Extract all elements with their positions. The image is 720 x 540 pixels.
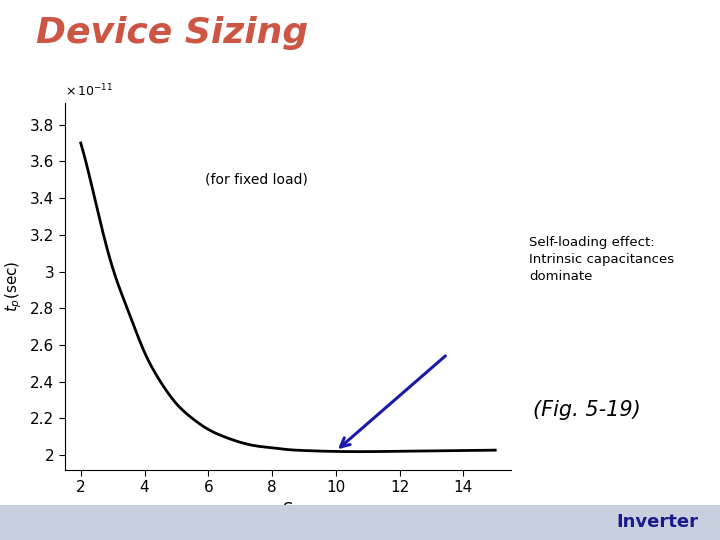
Y-axis label: $t_p$(sec): $t_p$(sec) — [4, 260, 24, 312]
Text: Inverter: Inverter — [616, 514, 698, 531]
Text: Self-loading effect:
Intrinsic capacitances
dominate: Self-loading effect: Intrinsic capacitan… — [529, 235, 675, 283]
X-axis label: S: S — [283, 501, 293, 519]
Text: (Fig. 5-19): (Fig. 5-19) — [533, 400, 641, 421]
Text: Device Sizing: Device Sizing — [36, 16, 308, 50]
Text: $\times\,10^{-11}$: $\times\,10^{-11}$ — [65, 82, 113, 99]
Text: (for fixed load): (for fixed load) — [204, 173, 307, 187]
